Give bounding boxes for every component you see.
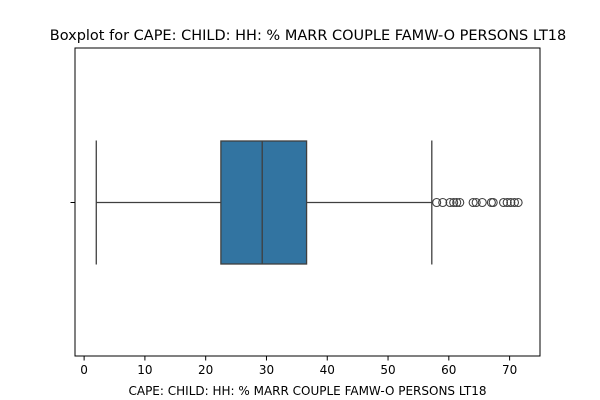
x-tick-label: 60: [441, 363, 456, 377]
outlier-point: [502, 197, 512, 208]
x-tick-label: 20: [198, 363, 213, 377]
x-tick-label: 10: [137, 363, 152, 377]
x-axis-ticks: 0 10 20 30 40 50 60 70: [80, 356, 517, 377]
outlier-point: [452, 197, 462, 208]
outlier-point: [445, 197, 455, 208]
outlier-point: [506, 197, 516, 208]
x-tick-label: 50: [380, 363, 395, 377]
outlier-point: [471, 197, 481, 208]
x-tick-label: 40: [320, 363, 335, 377]
outlier-point: [455, 197, 465, 208]
outlier-point: [498, 197, 509, 208]
chart-title: Boxplot for CAPE: CHILD: HH: % MARR COUP…: [50, 28, 567, 44]
outlier-point: [513, 197, 523, 208]
outlier-point: [509, 197, 520, 208]
x-tick-label: 70: [502, 363, 517, 377]
x-tick-label: 0: [80, 363, 88, 377]
outlier-point: [432, 197, 442, 208]
x-axis-title: CAPE: CHILD: HH: % MARR COUPLE FAMW-O PE…: [128, 384, 486, 398]
x-tick-label: 30: [259, 363, 274, 377]
plot-area: [95, 140, 523, 265]
outlier-point: [477, 197, 487, 208]
outlier-point: [488, 197, 498, 208]
outlier-point: [449, 197, 459, 208]
iqr-box: [220, 140, 308, 265]
outlier-point: [468, 197, 478, 208]
outlier-point: [438, 197, 448, 208]
